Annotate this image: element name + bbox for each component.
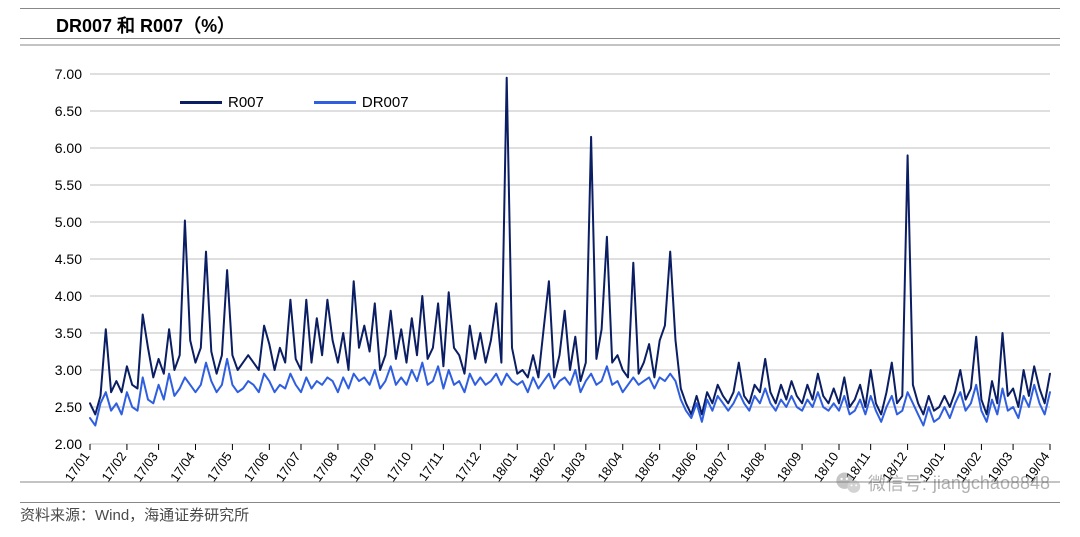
source-label: 资料来源：Wind，海通证券研究所 bbox=[20, 504, 249, 525]
svg-text:17/12: 17/12 bbox=[452, 449, 483, 484]
svg-text:17/06: 17/06 bbox=[241, 449, 272, 484]
svg-text:17/02: 17/02 bbox=[98, 449, 129, 484]
chart-container: DR007 和 R007（%） 2.002.503.003.504.004.50… bbox=[20, 8, 1060, 498]
legend-swatch-dr007 bbox=[314, 101, 356, 104]
svg-text:17/08: 17/08 bbox=[309, 449, 340, 484]
svg-text:17/04: 17/04 bbox=[167, 449, 198, 484]
svg-text:5.00: 5.00 bbox=[55, 214, 82, 230]
svg-text:18/06: 18/06 bbox=[668, 449, 699, 484]
legend-item-dr007: DR007 bbox=[314, 94, 409, 111]
svg-text:17/03: 17/03 bbox=[130, 449, 161, 484]
svg-text:3.50: 3.50 bbox=[55, 325, 82, 341]
svg-text:18/09: 18/09 bbox=[774, 449, 805, 484]
svg-text:17/10: 17/10 bbox=[383, 449, 414, 484]
svg-text:17/09: 17/09 bbox=[346, 449, 377, 484]
legend: R007 DR007 bbox=[180, 94, 409, 111]
svg-text:4.50: 4.50 bbox=[55, 251, 82, 267]
svg-text:6.00: 6.00 bbox=[55, 140, 82, 156]
watermark-id: jiangchao8848 bbox=[933, 473, 1050, 494]
svg-text:17/07: 17/07 bbox=[272, 449, 303, 484]
svg-text:6.50: 6.50 bbox=[55, 103, 82, 119]
svg-text:5.50: 5.50 bbox=[55, 177, 82, 193]
legend-label-dr007: DR007 bbox=[362, 94, 409, 111]
svg-text:17/05: 17/05 bbox=[204, 449, 235, 484]
svg-text:18/07: 18/07 bbox=[700, 449, 731, 484]
watermark-prefix: 微信号: bbox=[868, 470, 927, 496]
svg-text:2.50: 2.50 bbox=[55, 399, 82, 415]
legend-swatch-r007 bbox=[180, 101, 222, 104]
legend-item-r007: R007 bbox=[180, 94, 264, 111]
wechat-icon bbox=[834, 469, 862, 497]
legend-label-r007: R007 bbox=[228, 94, 264, 111]
watermark: 微信号: jiangchao8848 bbox=[834, 469, 1050, 497]
svg-text:17/11: 17/11 bbox=[415, 449, 445, 483]
chart-svg: 2.00 2.50 3.00 3.50 4.00 4.50 5.00 5.50 6.00 6.50… bbox=[20, 44, 1060, 484]
svg-text:4.00: 4.00 bbox=[55, 288, 82, 304]
chart-plot-area: 2.00 2.50 3.00 3.50 4.00 4.50 5.00 5.50 6.00 6.50… bbox=[20, 44, 1060, 484]
svg-text:18/03: 18/03 bbox=[557, 449, 588, 484]
svg-text:3.00: 3.00 bbox=[55, 362, 82, 378]
svg-text:18/05: 18/05 bbox=[631, 449, 662, 484]
svg-text:2.00: 2.00 bbox=[55, 436, 82, 452]
svg-text:17/01: 17/01 bbox=[62, 449, 93, 484]
svg-text:18/04: 18/04 bbox=[594, 449, 625, 484]
svg-text:18/08: 18/08 bbox=[737, 449, 768, 484]
svg-text:7.00: 7.00 bbox=[55, 66, 82, 82]
svg-text:18/01: 18/01 bbox=[489, 449, 520, 484]
svg-text:18/02: 18/02 bbox=[526, 449, 557, 484]
